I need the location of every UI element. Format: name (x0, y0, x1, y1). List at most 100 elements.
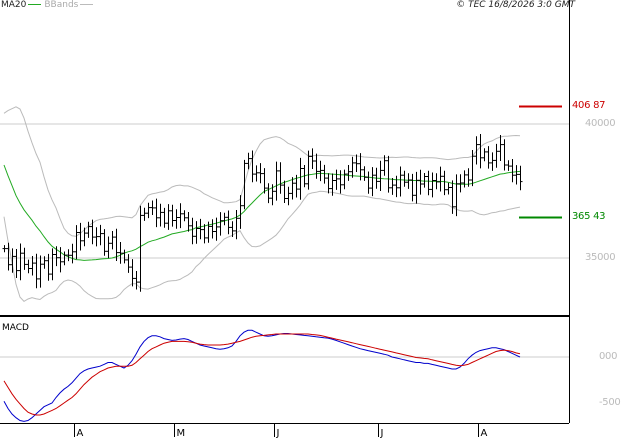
ohlc-bar (230, 221, 235, 237)
ohlc-bar (234, 210, 239, 240)
ohlc-bar (106, 236, 111, 259)
ohlc-bar (486, 146, 491, 169)
ohlc-bar (194, 221, 199, 244)
ohlc-bar (242, 159, 247, 210)
ohlc-bar (406, 173, 411, 189)
ohlc-bar (174, 209, 179, 229)
ohlc-bar (86, 221, 91, 238)
ohlc-bar (270, 184, 275, 206)
ohlc-bar (454, 174, 459, 217)
ohlc-bar (38, 255, 43, 288)
ohlc-bar (22, 247, 27, 270)
ohlc-bar (466, 168, 471, 187)
ma20-line (3, 164, 521, 261)
ohlc-bar (518, 165, 523, 191)
ohlc-bar (6, 242, 11, 271)
ohlc-bar (110, 231, 115, 250)
ohlc-bar (514, 165, 519, 185)
ohlc-bar (278, 162, 283, 194)
month-label: J (380, 428, 384, 439)
ohlc-bar (470, 150, 475, 187)
price-tick-label: 35000 (585, 252, 616, 263)
ohlc-bar (318, 160, 323, 182)
ohlc-bar (170, 204, 175, 227)
ohlc-bar (114, 228, 119, 261)
ohlc-bar (102, 229, 107, 256)
ohlc-bar (62, 251, 67, 266)
ohlc-bar (210, 219, 215, 239)
ohlc-bar (414, 171, 419, 204)
ohlc-bar (330, 173, 335, 196)
ohlc-bar (150, 200, 155, 215)
ohlc-bar (138, 205, 143, 292)
legend-bb-swatch (80, 4, 94, 5)
macd-panel-frame (0, 316, 570, 424)
ohlc-bar (214, 217, 219, 241)
ohlc-bar (294, 174, 299, 198)
ohlc-bar (462, 170, 467, 188)
ohlc-bar (42, 256, 47, 269)
ohlc-bar (386, 155, 391, 193)
ohlc-bar (46, 253, 51, 281)
ohlc-bar (134, 271, 139, 290)
ohlc-bar (370, 167, 375, 197)
ohlc-bar (410, 173, 415, 202)
ohlc-bar (266, 183, 271, 204)
ohlc-bar (254, 165, 259, 182)
ohlc-bar (54, 246, 59, 267)
ohlc-bar (94, 227, 99, 247)
legend-bb-label: BBands (44, 0, 79, 10)
ohlc-bar (238, 195, 243, 229)
ohlc-bar (302, 165, 307, 188)
ohlc-bar (354, 154, 359, 172)
ohlc-bar (458, 174, 463, 193)
ohlc-bar (430, 172, 435, 198)
level-label: 406 87 (572, 99, 606, 111)
ohlc-bar (250, 150, 255, 183)
ohlc-bar (286, 186, 291, 206)
ohlc-bars (2, 134, 523, 292)
ohlc-bar (198, 218, 203, 240)
ohlc-bar (282, 180, 287, 203)
ohlc-bar (34, 253, 39, 289)
ohlc-bar (290, 177, 295, 200)
ohlc-bar (474, 136, 479, 165)
legend-ma-label: MA20 (1, 0, 27, 10)
ohlc-bar (394, 175, 399, 198)
price-panel-frame (0, 0, 570, 317)
level-label: 365 43 (572, 210, 606, 222)
ohlc-bar (478, 134, 483, 169)
ohlc-bar (418, 169, 423, 195)
ohlc-bar (306, 150, 311, 190)
macd-tick-label: -500 (599, 397, 621, 408)
ohlc-bar (186, 212, 191, 232)
ohlc-bar (310, 148, 315, 169)
ohlc-bar (426, 170, 431, 196)
ohlc-bar (274, 161, 279, 201)
ohlc-bar (390, 178, 395, 195)
ma20-polyline (3, 164, 521, 261)
ohlc-bar (66, 249, 71, 262)
ohlc-bar (450, 180, 455, 214)
ohlc-bar (206, 221, 211, 243)
ohlc-bar (446, 182, 451, 195)
macd-title: MACD (2, 323, 29, 333)
macd-line (3, 329, 521, 422)
ohlc-bar (398, 166, 403, 197)
ohlc-bar (362, 166, 367, 181)
ohlc-bar (26, 259, 31, 274)
ohlc-bar (366, 171, 371, 194)
ohlc-bar (118, 242, 123, 264)
bb-lower-line (3, 190, 521, 303)
ohlc-bar (326, 173, 331, 194)
ohlc-bar (146, 202, 151, 219)
ohlc-bar (82, 227, 87, 247)
ohlc-bar (358, 153, 363, 181)
ohlc-bar (74, 225, 79, 260)
ohlc-bar (142, 207, 147, 221)
ohlc-bar (438, 166, 443, 192)
ohlc-bar (90, 219, 95, 245)
ohlc-bar (314, 153, 319, 179)
x-axis-ticks (74, 424, 479, 437)
